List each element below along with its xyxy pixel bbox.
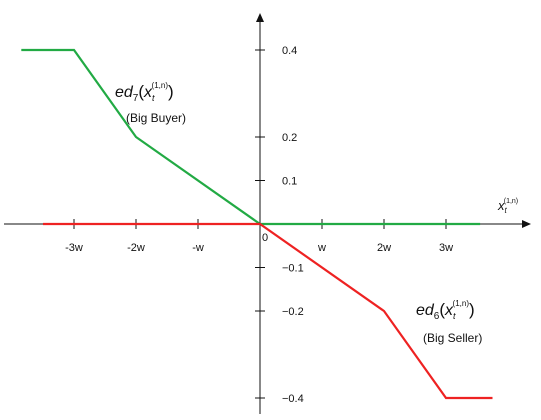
y-ticks: 0.4 0.2 0.1 −0.1 −0.2 −0.4: [255, 45, 304, 405]
x-tick-label: -w: [192, 242, 204, 254]
y-tick-label: 0.2: [282, 132, 297, 144]
series-label-formula: ed7(xt(1,n)): [115, 81, 174, 104]
series-caption: (Big Seller): [423, 331, 482, 345]
series-label-big-seller: ed6(xt(1,n)) (Big Seller): [416, 299, 482, 345]
series-label-formula: ed6(xt(1,n)): [416, 299, 475, 322]
y-tick-label: −0.2: [282, 306, 304, 318]
y-tick-label: 0.1: [282, 176, 297, 188]
x-tick-label: -3w: [65, 242, 83, 254]
series-labels: ed7(xt(1,n)) (Big Buyer) ed6(xt(1,n)) (Big …: [115, 81, 482, 345]
x-axis-label-text: xt(1,n): [497, 198, 518, 215]
x-axis-label: xt(1,n): [497, 198, 518, 215]
y-tick-label: −0.1: [282, 263, 304, 275]
x-tick-label: -2w: [127, 242, 145, 254]
series-label-big-buyer: ed7(xt(1,n)) (Big Buyer): [115, 81, 186, 125]
origin-label: 0: [262, 232, 268, 244]
x-tick-label: 2w: [377, 242, 391, 254]
x-tick-label: 3w: [439, 242, 453, 254]
series-line-big-seller: [43, 222, 493, 400]
y-tick-label: −0.4: [282, 393, 304, 405]
series-caption: (Big Buyer): [126, 111, 186, 125]
y-tick-label: 0.4: [282, 45, 297, 57]
series: [21, 48, 493, 400]
series-line-big-buyer: [21, 48, 481, 226]
x-tick-label: w: [317, 242, 326, 254]
axes: [4, 13, 531, 414]
